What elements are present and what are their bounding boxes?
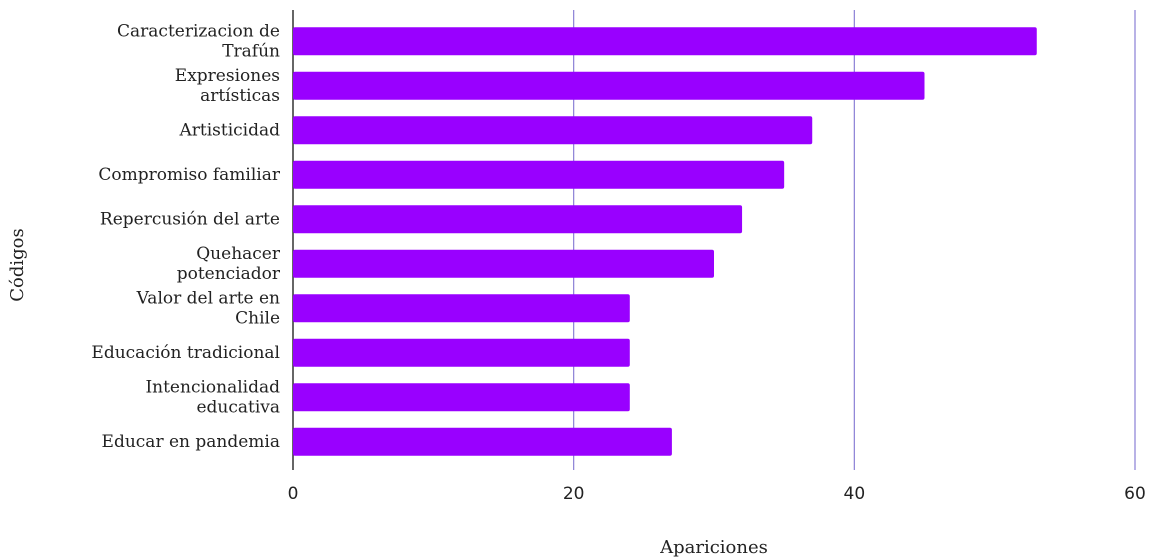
y-tick-label: Artisticidad [178,120,280,140]
y-tick-label: Repercusión del arte [100,209,280,229]
bar [293,27,1037,56]
y-tick-label: Quehacer potenciador [177,243,281,283]
bar [293,338,630,367]
bar [293,294,630,323]
y-tick-label: Caracterizacion de Trafún [117,21,280,61]
bar [293,427,672,456]
bar [293,383,630,412]
bar [293,160,785,189]
x-tick-label: 0 [288,484,299,504]
x-tick-label: 20 [563,484,585,504]
y-tick-label: Educar en pandemia [102,431,280,451]
y-tick-label: Educación tradicional [91,342,280,362]
x-tick-label: 60 [1124,484,1146,504]
y-axis-title: Códigos [7,228,28,302]
bar [293,71,925,100]
y-tick-label: Intencionalidad educativa [145,377,280,417]
y-tick-label: Compromiso familiar [98,164,281,184]
x-tick-label: 40 [844,484,866,504]
bar [293,116,813,145]
bar [293,205,743,234]
bar [293,249,714,278]
y-tick-label: Expresiones artísticas [175,65,280,105]
x-axis-title: Apariciones [659,537,768,558]
y-tick-label: Valor del arte en Chile [136,288,280,328]
